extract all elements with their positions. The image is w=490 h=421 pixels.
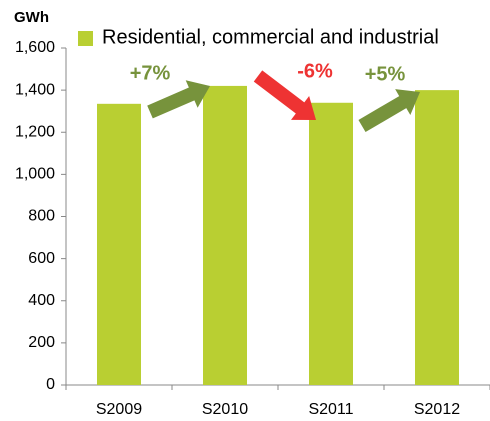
y-tick-label: 1,000 — [15, 166, 55, 183]
arrow — [253, 70, 316, 120]
y-tick-label: 1,200 — [15, 123, 55, 140]
y-tick-label: 600 — [28, 250, 55, 267]
legend-swatch — [78, 31, 93, 46]
x-tick-label: S2011 — [308, 401, 353, 418]
legend-label: Residential, commercial and industrial — [102, 26, 439, 48]
x-tick-label: S2012 — [414, 401, 460, 418]
arrow — [147, 80, 210, 119]
y-tick-label: 1,600 — [15, 39, 55, 56]
y-tick-label: 400 — [28, 292, 55, 309]
annotation: +7% — [130, 62, 171, 84]
y-tick-label: 800 — [28, 208, 55, 225]
y-tick-label: 200 — [28, 334, 55, 351]
x-tick-label: S2010 — [202, 401, 248, 418]
bar — [309, 102, 353, 385]
annotation: -6% — [297, 60, 333, 82]
annotation: +5% — [365, 63, 406, 85]
y-tick-label: 1,400 — [15, 81, 55, 98]
y-axis-label: GWh — [14, 9, 49, 26]
bar — [415, 90, 459, 385]
bar — [97, 103, 141, 386]
x-tick-label: S2009 — [96, 401, 142, 418]
bar — [203, 85, 247, 385]
y-tick-label: 0 — [46, 376, 55, 393]
arrow — [358, 89, 420, 133]
